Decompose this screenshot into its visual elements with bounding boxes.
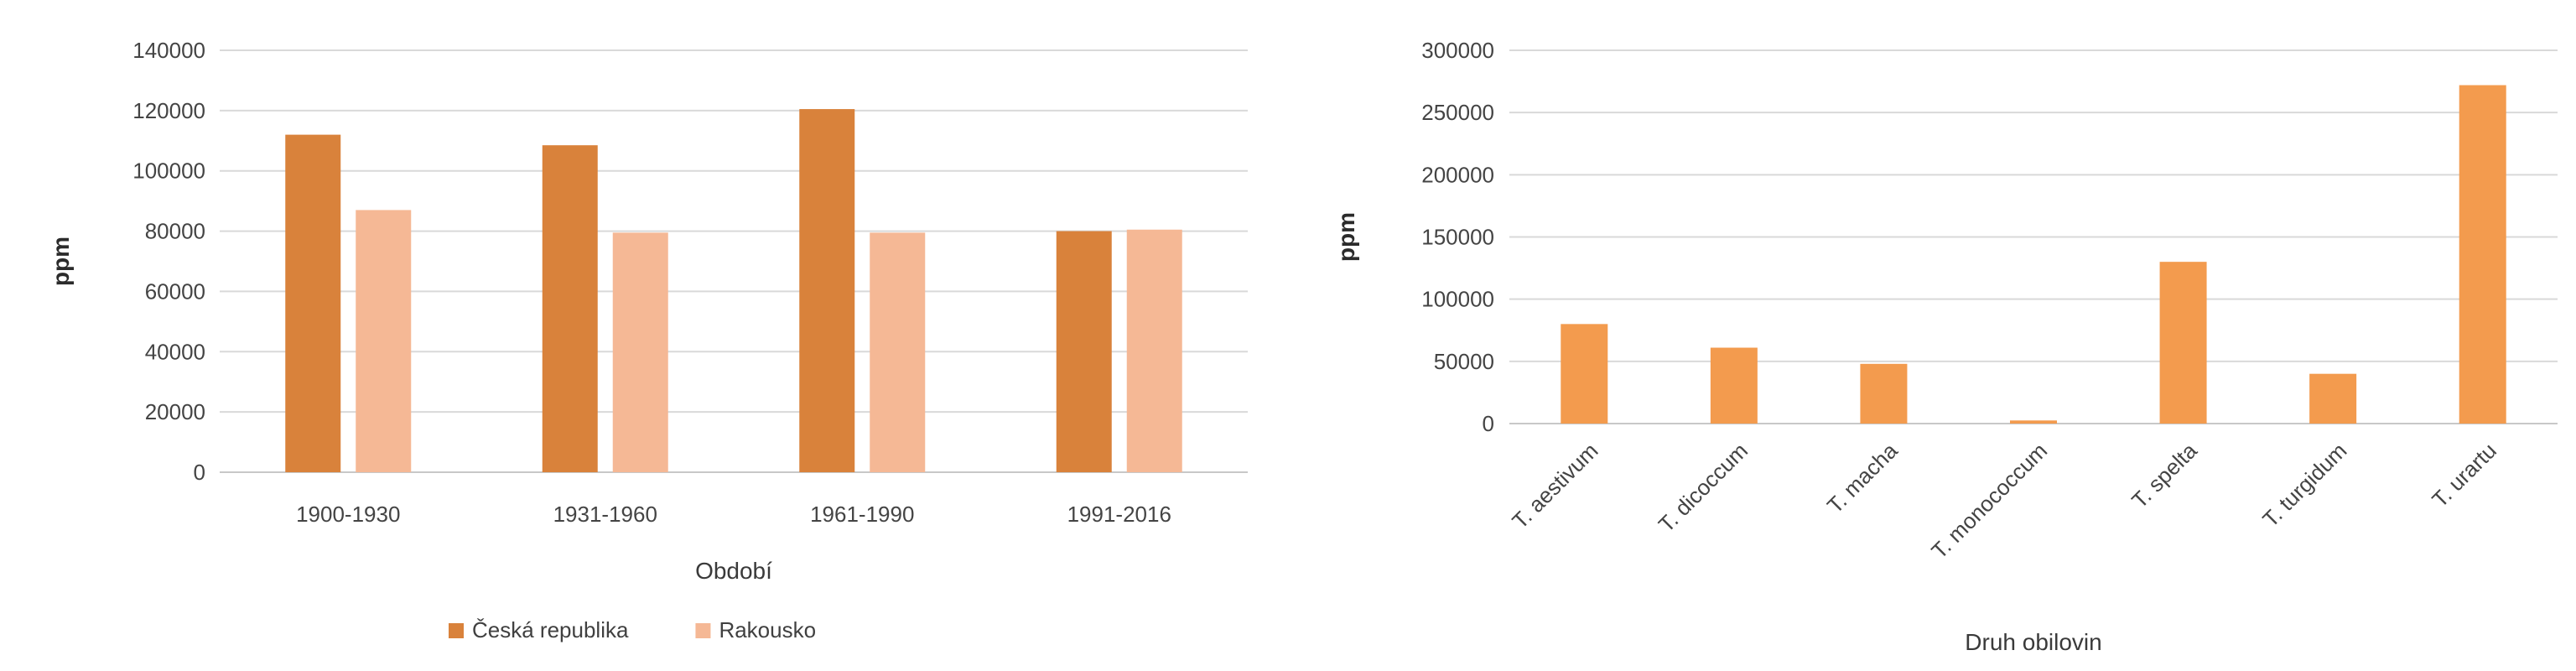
y-tick-label: 20000 [145,399,205,424]
x-axis-title: Období [695,558,772,584]
y-tick-label: 0 [1483,411,1494,436]
bar [870,232,926,472]
bar [1561,324,1608,424]
y-tick-label: 120000 [132,98,205,123]
y-tick-label: 300000 [1421,38,1494,63]
chart-cadmium-by-period: 0 20000 40000 60000 80000 100000 120000 140000 p… [48,38,1248,642]
bar [2309,373,2357,424]
y-axis-title: ppm [1333,212,1359,262]
bar [1860,363,1908,424]
bar [1056,231,1112,472]
legend-label: Česká republika [472,617,629,642]
bar [542,145,598,473]
y-tick-label: 100000 [1421,287,1494,312]
x-tick-label: T. urartu [2427,438,2501,512]
y-tick-label: 80000 [145,219,205,244]
y-tick-label: 100000 [132,159,205,184]
y-tick-label: 250000 [1421,100,1494,125]
y-tick-label: 200000 [1421,162,1494,187]
x-tick-label: 1991-2016 [1067,502,1171,527]
y-tick-label: 60000 [145,278,205,304]
bar [2159,262,2207,424]
bar [2010,420,2057,424]
legend-label: Rakousko [719,617,816,642]
x-tick-label: 1961-1990 [810,502,914,527]
x-tick-label: T. monococcum [1926,438,2052,564]
x-axis-title: Druh obilovin [1965,629,2101,655]
y-tick-label: 40000 [145,339,205,364]
y-tick-label: 50000 [1434,349,1494,374]
x-tick-label: 1931-1960 [553,502,657,527]
bar [799,109,855,472]
x-tick-label: T. dicoccum [1654,438,1753,537]
legend: Česká republika Rakousko [449,617,816,642]
bar [356,210,412,472]
chart-cadmium-by-species: 0 50000 100000 150000 200000 250000 300000 ppm T… [1333,38,2558,655]
y-tick-label: 140000 [132,38,205,63]
legend-swatch [449,623,464,638]
y-axis-title: ppm [48,237,74,286]
x-tick-label: T. macha [1822,438,1903,518]
legend-swatch [695,623,711,638]
x-tick-label: T. aestivum [1507,438,1602,533]
bar [1126,229,1182,472]
x-tick-label: T. turgidum [2257,438,2351,532]
x-tick-label: T. spelta [2127,438,2202,513]
bar [1710,347,1758,424]
x-tick-label: 1900-1930 [296,502,400,527]
y-tick-label: 150000 [1421,225,1494,250]
bar [612,232,668,472]
bar [285,134,341,472]
bar [2459,85,2506,424]
y-tick-label: 0 [194,460,205,485]
